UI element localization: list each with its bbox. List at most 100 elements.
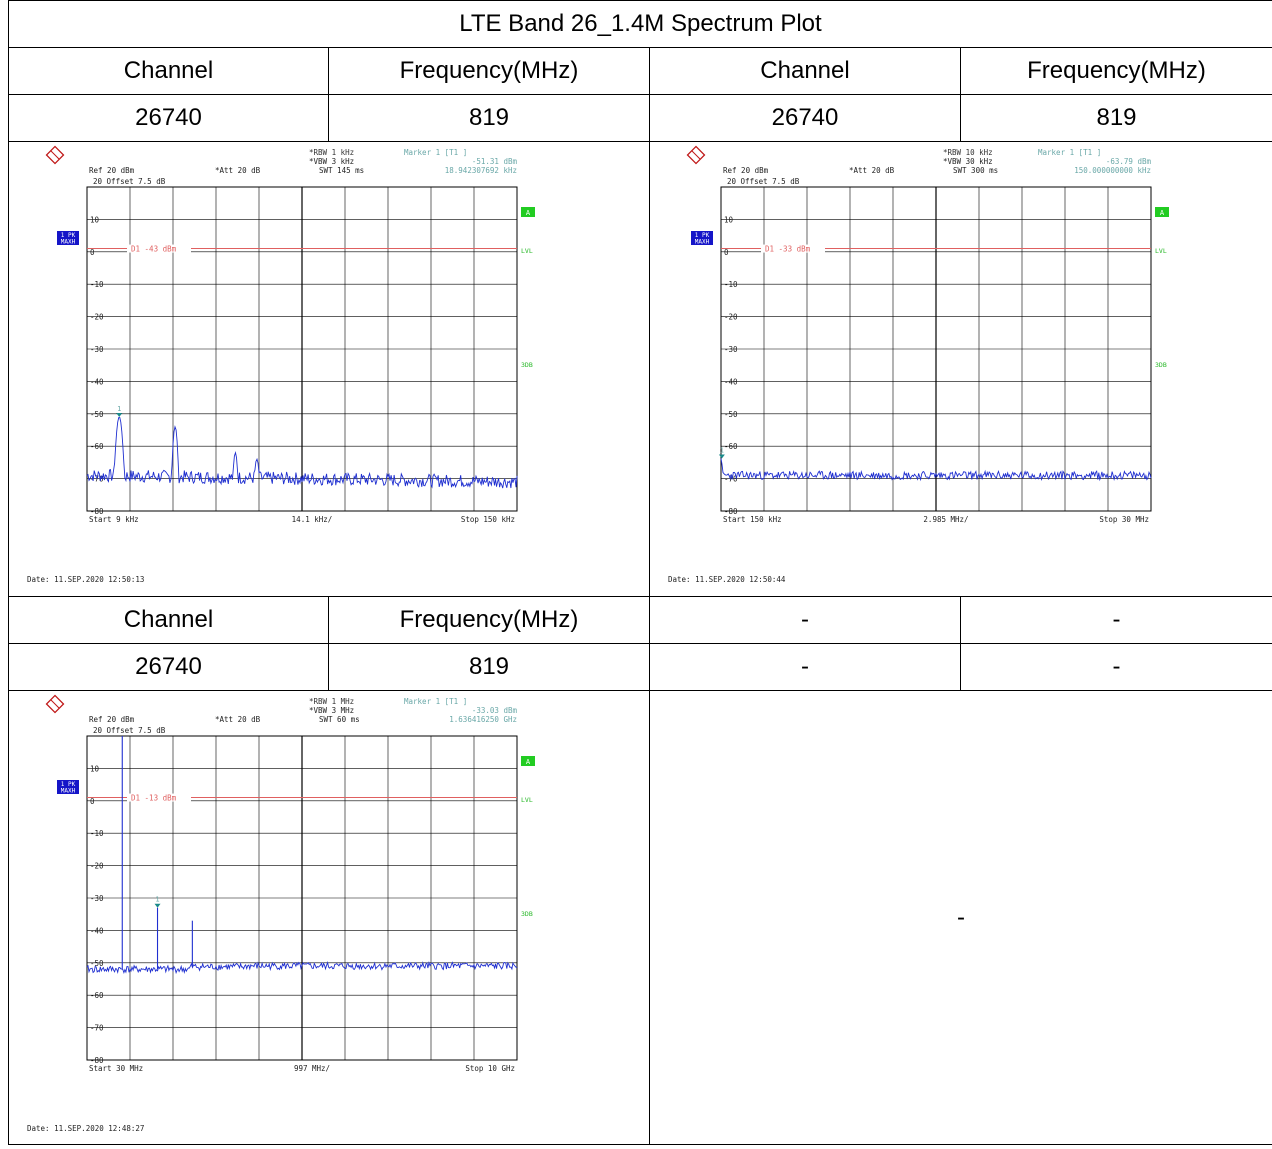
- header-channel: Channel: [8, 47, 329, 95]
- y-tick-label: 0: [724, 247, 729, 256]
- y-tick-label: -50: [90, 958, 104, 967]
- side-label-a: A: [526, 209, 531, 217]
- header-frequency: Frequency(MHz): [960, 47, 1272, 95]
- header-channel: Channel: [649, 47, 961, 95]
- y-tick-label: -60: [90, 991, 104, 1000]
- marker-1-label: 1: [720, 446, 724, 454]
- y-tick-label: -10: [90, 280, 104, 289]
- rbw-text: *RBW 1 kHz: [309, 148, 354, 157]
- spectrum-trace: [720, 457, 1152, 481]
- display-line-label: D1 -43 dBm: [131, 244, 177, 253]
- marker-label: Marker 1 [T1 ]: [404, 148, 467, 157]
- swt-text: SWT 145 ms: [319, 166, 364, 175]
- display-line-label-bg: [127, 244, 191, 253]
- attenuation: *Att 20 dB: [849, 166, 895, 175]
- marker-label: Marker 1 [T1 ]: [1038, 148, 1101, 157]
- trace-mode-line1: 1 PK: [695, 232, 710, 239]
- y-tick-label: -70: [90, 1023, 104, 1032]
- marker-1-triangle: [718, 454, 725, 459]
- y-tick-label: -70: [724, 474, 738, 483]
- marker-1-triangle: [116, 412, 123, 417]
- channel-value: 26740: [8, 94, 329, 142]
- swt-text: SWT 300 ms: [953, 166, 998, 175]
- y-tick-label: -50: [724, 409, 738, 418]
- y-tick-label: -20: [724, 312, 738, 321]
- y-tick-label: -40: [90, 377, 104, 386]
- y-tick-label: -40: [90, 926, 104, 935]
- trace-mode-badge: [57, 779, 79, 794]
- stop-frequency: Stop 30 MHz: [1099, 515, 1149, 524]
- y-tick-label: -20: [90, 861, 104, 870]
- marker-level: -63.79 dBm: [1106, 157, 1152, 166]
- logo-line: [691, 149, 701, 160]
- trace-mode-badge: [57, 230, 79, 245]
- trace-mode-line2: MAXH: [695, 238, 710, 245]
- rohde-schwarz-logo: [45, 145, 65, 164]
- y-tick-label: 10: [90, 764, 100, 773]
- trace-mode-line1: 1 PK: [61, 232, 76, 239]
- plot-date: Date: 11.SEP.2020 12:50:44: [668, 575, 786, 584]
- y-tick-label: -10: [724, 280, 738, 289]
- rohde-schwarz-logo: [686, 145, 706, 164]
- rohde-schwarz-logo: [45, 694, 65, 713]
- y-tick-label: -20: [90, 312, 104, 321]
- side-label-3db: 3DB: [521, 910, 533, 918]
- y-tick-label: -80: [90, 1056, 104, 1065]
- stop-frequency: Stop 150 kHz: [461, 515, 515, 524]
- display-line-label: D1 -33 dBm: [765, 244, 811, 253]
- channel-value: 26740: [649, 94, 961, 142]
- spectrum-trace: [86, 416, 518, 489]
- empty-value: -: [960, 643, 1272, 691]
- y-tick-label: -60: [724, 442, 738, 451]
- y-tick-label: 0: [90, 247, 95, 256]
- span-per-division: 997 MHz/: [294, 1064, 330, 1073]
- y-tick-label: 10: [724, 215, 734, 224]
- y-tick-label: -80: [724, 507, 738, 516]
- display-line-label-bg: [127, 793, 191, 802]
- ref-level: Ref 20 dBm: [89, 166, 135, 175]
- frequency-value: 819: [328, 643, 650, 691]
- side-label-a: A: [1160, 209, 1165, 217]
- vbw-text: *VBW 30 kHz: [943, 157, 993, 166]
- side-label-a-box: [521, 755, 535, 766]
- attenuation: *Att 20 dB: [215, 166, 261, 175]
- vbw-text: *VBW 3 kHz: [309, 157, 354, 166]
- start-frequency: Start 30 MHz: [89, 1064, 143, 1073]
- offset-text: 20 Offset 7.5 dB: [727, 177, 800, 186]
- spectrum-trace: [86, 960, 518, 974]
- span-per-division: 2.985 MHz/: [923, 515, 968, 524]
- header-channel: Channel: [8, 596, 329, 644]
- frequency-value: 819: [328, 94, 650, 142]
- side-label-a-box: [521, 206, 535, 217]
- ref-level: Ref 20 dBm: [89, 715, 135, 724]
- stop-frequency: Stop 10 GHz: [465, 1064, 515, 1073]
- y-tick-label: -80: [90, 507, 104, 516]
- marker-level: -51.31 dBm: [472, 157, 518, 166]
- empty-value: -: [649, 643, 961, 691]
- start-frequency: Start 150 kHz: [723, 515, 782, 524]
- rbw-text: *RBW 1 MHz: [309, 697, 354, 706]
- offset-text: 20 Offset 7.5 dB: [93, 726, 166, 735]
- marker-1-triangle: [154, 903, 161, 908]
- ref-level: Ref 20 dBm: [723, 166, 769, 175]
- header-frequency: Frequency(MHz): [328, 596, 650, 644]
- spectrum-plot-cell: *RBW 1 kHz *VBW 3 kHz SWT 145 ms Marker 1 […: [8, 141, 650, 597]
- display-line-label: D1 -13 dBm: [131, 793, 177, 802]
- logo-line: [50, 149, 60, 160]
- marker-1-label: 1: [117, 405, 121, 413]
- span-per-division: 14.1 kHz/: [292, 515, 333, 524]
- marker-label: Marker 1 [T1 ]: [404, 697, 467, 706]
- y-tick-label: -60: [90, 442, 104, 451]
- y-tick-label: -30: [724, 345, 738, 354]
- offset-text: 20 Offset 7.5 dB: [93, 177, 166, 186]
- y-tick-label: -30: [90, 894, 104, 903]
- empty-header: -: [649, 596, 961, 644]
- swt-text: SWT 60 ms: [319, 715, 360, 724]
- table-title: LTE Band 26_1.4M Spectrum Plot: [8, 0, 1272, 48]
- y-tick-label: -50: [90, 409, 104, 418]
- side-label-lvl: LVL: [521, 247, 533, 255]
- channel-value: 26740: [8, 643, 329, 691]
- frequency-value: 819: [960, 94, 1272, 142]
